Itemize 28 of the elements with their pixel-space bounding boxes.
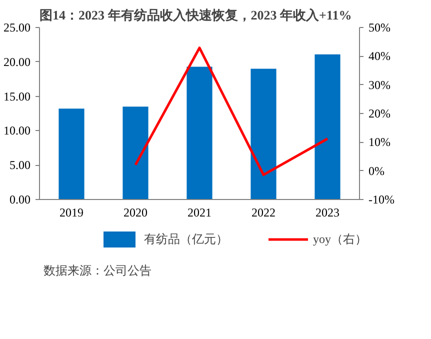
y-tick-label: 0.00 — [10, 192, 30, 206]
y-tick-label: 25.00 — [4, 20, 30, 34]
y2-tick-label: 10% — [368, 135, 390, 150]
line-series — [134, 46, 329, 176]
y-tick-label: 5.00 — [10, 158, 30, 172]
x-tick-label: 2023 — [316, 206, 340, 220]
y-tick-label: 10.00 — [4, 124, 30, 138]
y2-tick-label: -10% — [368, 192, 394, 206]
legend-label: yoy（右） — [313, 230, 363, 248]
bar — [250, 68, 276, 200]
y2-tick-label: 0% — [368, 164, 384, 178]
y2-tick-label: 30% — [368, 78, 390, 92]
x-tick-label: 2021 — [188, 206, 212, 220]
bar — [314, 54, 340, 200]
bar — [58, 108, 84, 200]
x-tick-label: 2019 — [60, 206, 84, 220]
y-tick-label: 15.00 — [4, 89, 30, 104]
chart-title: 图14：2023 年有纺品收入快速恢复，2023 年收入+11% — [40, 8, 352, 22]
legend-label: 有纺品（亿元） — [144, 230, 228, 248]
source-note: 数据来源：公司公告 — [44, 264, 152, 278]
y2-tick-label: 50% — [368, 20, 390, 34]
x-tick-label: 2022 — [252, 206, 276, 220]
y2-tick-label: 20% — [368, 106, 390, 120]
bar — [186, 66, 212, 200]
y-tick-label: 20.00 — [4, 54, 30, 69]
y2-tick-label: 40% — [368, 49, 390, 64]
bar — [122, 106, 148, 200]
x-tick-label: 2020 — [124, 206, 148, 220]
